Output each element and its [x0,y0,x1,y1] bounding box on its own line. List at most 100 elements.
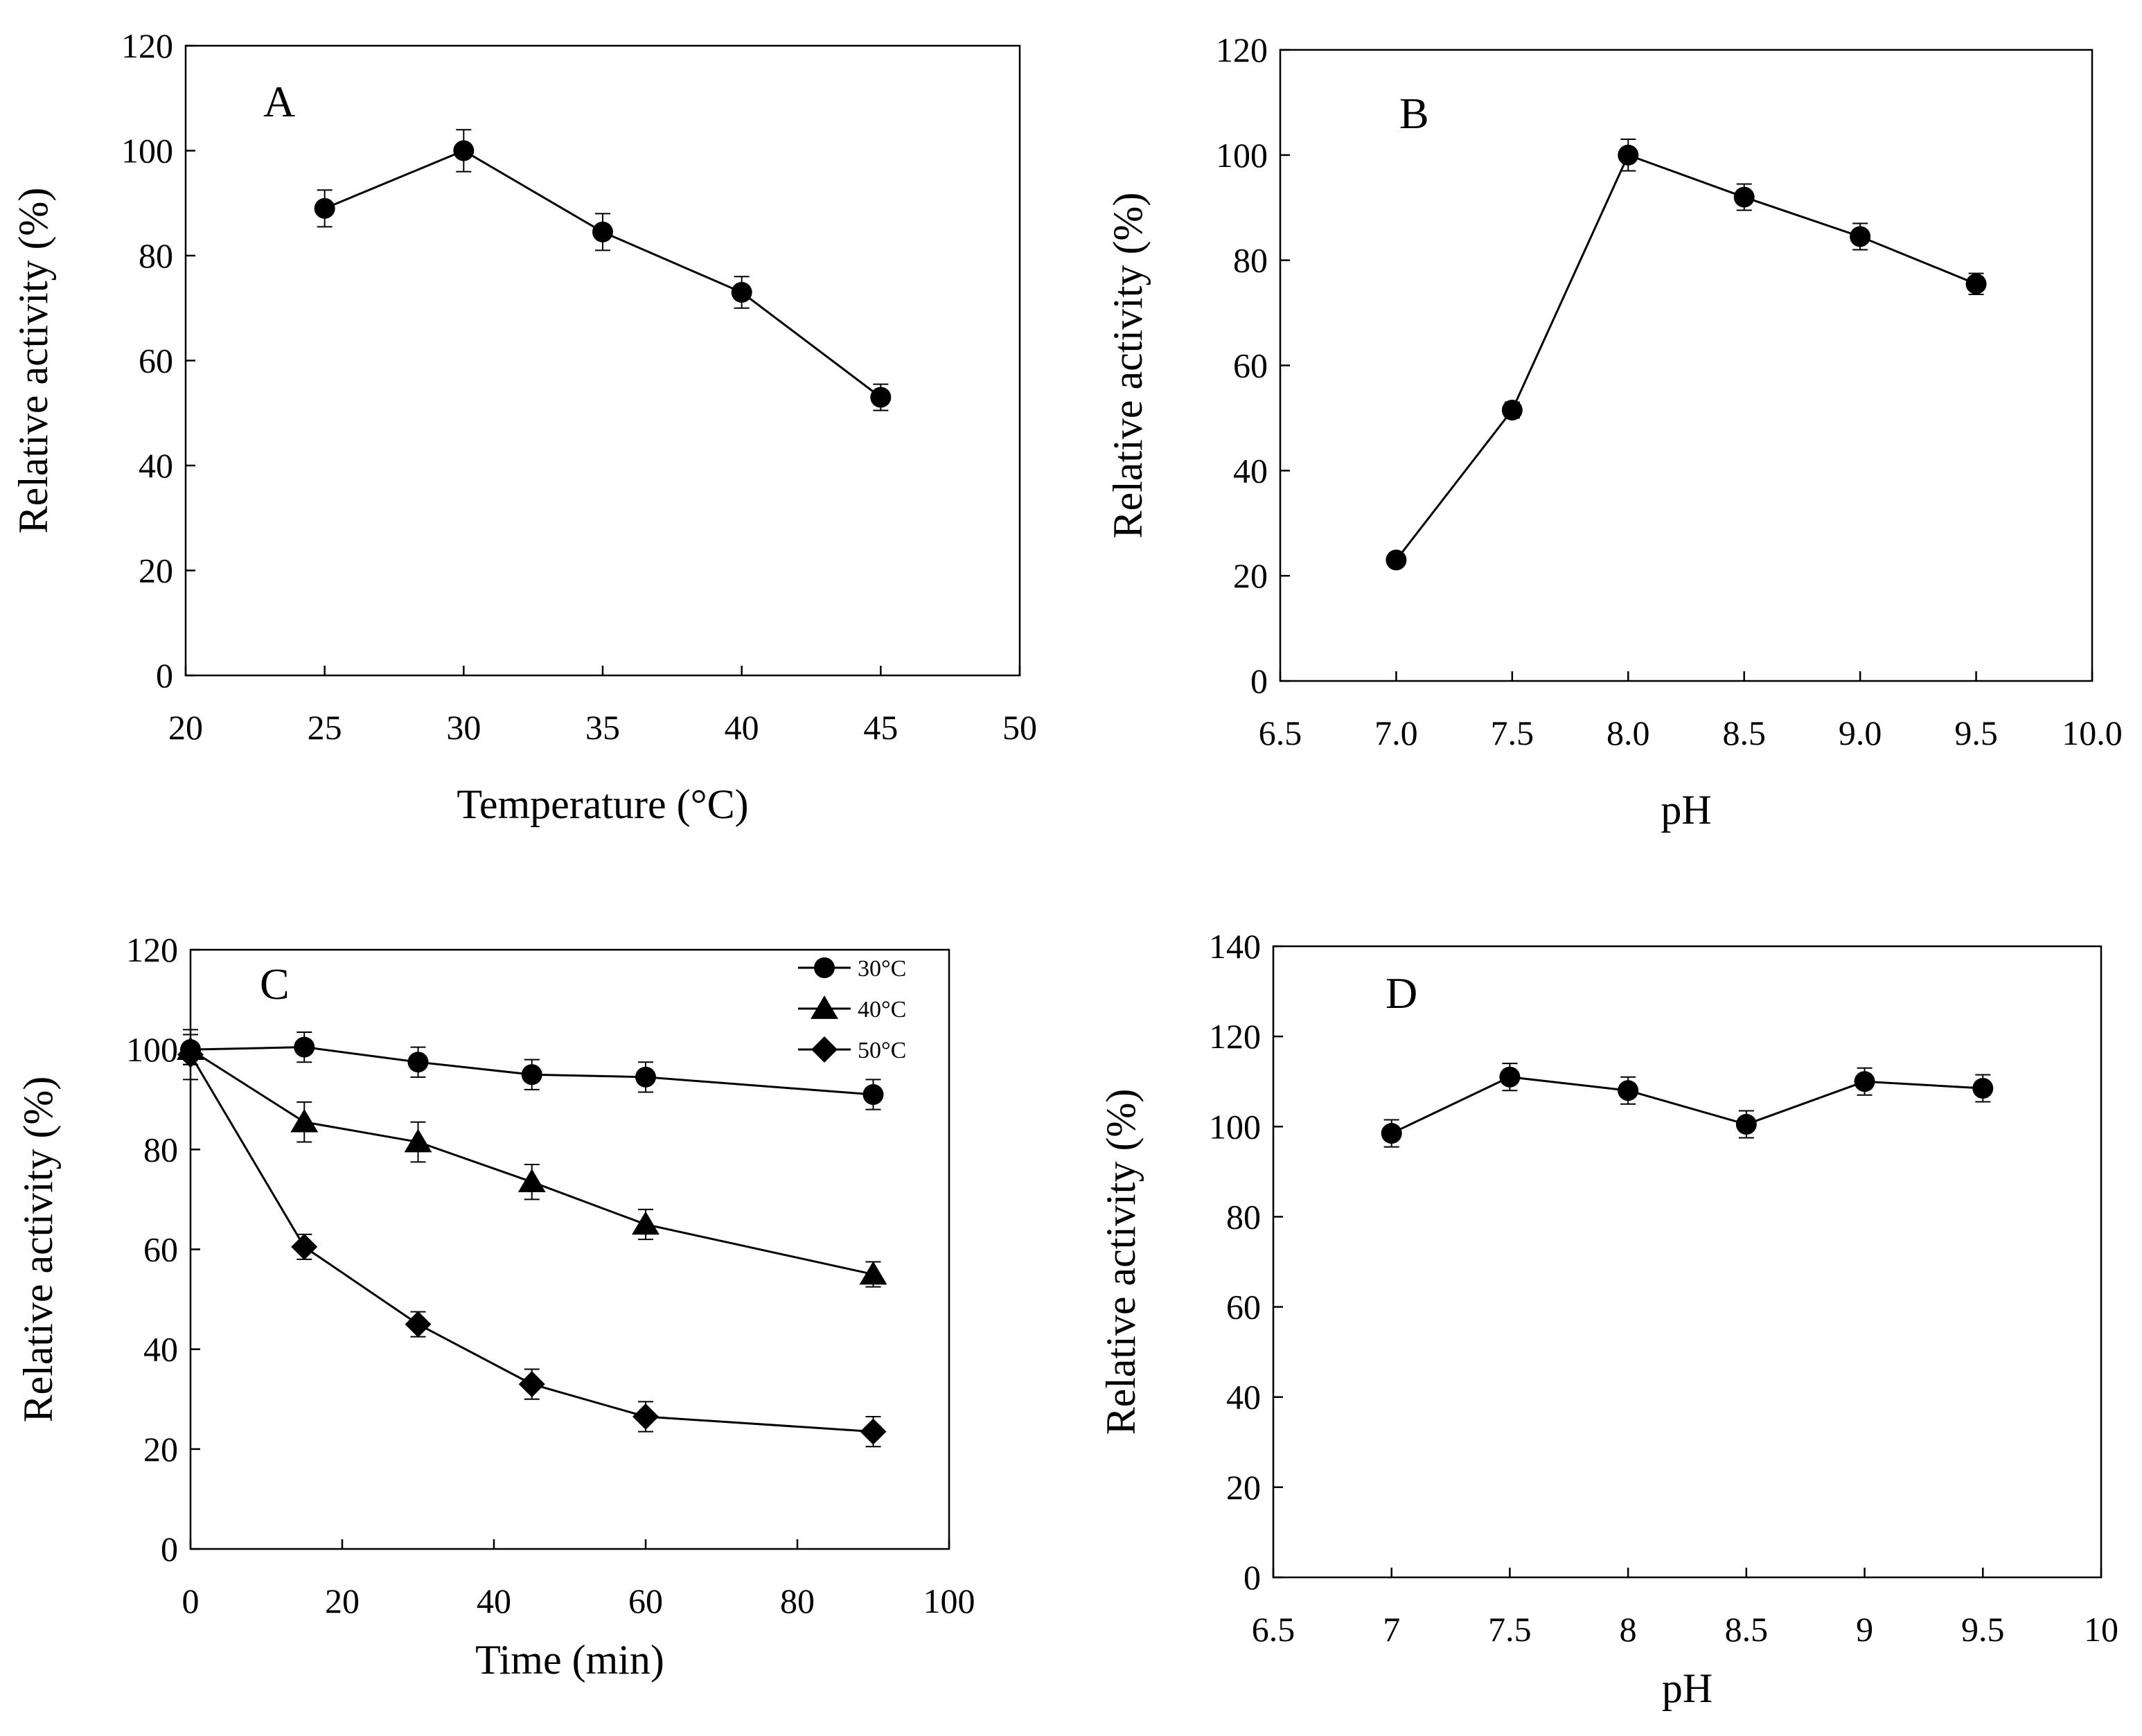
x-tick-label: 8.0 [1606,714,1650,752]
y-tick-label: 40 [143,1330,178,1369]
x-tick-label: 9.0 [1839,714,1882,752]
y-tick-label: 20 [1226,1468,1261,1507]
y-tick-label: 120 [126,930,178,969]
y-tick-label: 120 [1216,30,1268,69]
data-point [859,1261,887,1285]
x-tick-label: 6.5 [1259,714,1302,752]
y-tick-label: 0 [1243,1558,1261,1597]
plot-frame [1279,48,2094,682]
y-axis-title: Relative activity (%) [15,1077,61,1423]
x-tick-label: 25 [308,708,342,747]
x-tick-label: 10 [2084,1610,2118,1649]
legend-label: 40°C [858,997,906,1022]
data-point [1381,1123,1402,1144]
series-line [190,1048,874,1276]
panel-letter: B [1399,89,1429,138]
series-50c [177,1029,887,1448]
x-tick-label: 8.5 [1722,714,1766,752]
y-tick-label: 80 [143,1130,178,1169]
data-point [1854,1071,1875,1092]
data-point [314,197,335,219]
data-point [862,1084,884,1106]
data-point [1386,549,1407,571]
y-tick-label: 60 [1226,1288,1261,1327]
x-tick-label: 8 [1620,1610,1637,1649]
chart-panel-b: 0 20 40 60 80 100 120 6.5 7.0 7.5 8.0 8.5 9.0 9.5 10.0… [1105,30,2123,833]
x-tick-label: 100 [923,1582,975,1620]
data-point [407,1052,429,1073]
data-point [632,1403,659,1430]
x-tick-label: 40 [477,1582,511,1620]
x-tick-label: 0 [182,1582,200,1620]
chart-panel-c: 0 20 40 60 80 100 120 0 20 40 60 80 100 Time (min) Rel… [15,930,975,1683]
series-line [190,1046,874,1096]
y-tick-label: 100 [1209,1107,1261,1146]
y-tick-label: 140 [1209,927,1261,966]
series-40c [177,1034,887,1288]
x-tick-label: 20 [168,708,203,747]
x-tick-label: 20 [325,1582,360,1620]
data-point [632,1211,660,1235]
y-tick-label: 0 [156,656,173,695]
y-tick-label: 20 [139,551,173,590]
series-30c [180,1031,884,1110]
data-point [517,1169,546,1193]
data-point [518,1371,545,1398]
series-activity [1386,139,1987,571]
series-line [189,1054,874,1433]
y-tick-label: 0 [1250,662,1268,700]
x-tick-label: 7.5 [1488,1610,1532,1649]
y-tick-label: 40 [1226,1378,1261,1417]
data-point [1735,1114,1757,1135]
y-axis-title: Relative activity (%) [10,188,56,534]
data-point [731,282,752,303]
plot-frame [1272,945,2103,1579]
x-tick-label: 80 [780,1582,815,1620]
x-tick-label: 30 [446,708,481,747]
legend-marker [814,957,835,978]
data-point [521,1064,542,1086]
legend-label: 30°C [858,956,906,982]
data-point [294,1036,315,1058]
x-tick-label: 8.5 [1725,1610,1769,1649]
data-point [177,1041,204,1068]
y-tick-label: 60 [1233,346,1268,385]
panel-letter: A [263,77,295,126]
data-point [635,1066,656,1088]
data-point [1965,273,1987,294]
y-tick-label: 100 [1216,136,1268,175]
x-tick-label: 40 [725,708,759,747]
series-line [324,149,882,398]
series-line [1391,1076,1983,1135]
legend-marker [811,995,838,1019]
y-tick-label: 0 [161,1530,178,1568]
y-tick-label: 120 [1209,1017,1261,1056]
data-point [592,221,613,242]
y-tick-label: 120 [121,26,173,65]
x-tick-label: 7.0 [1374,714,1418,752]
data-point [1499,1066,1521,1088]
data-point [860,1418,887,1445]
panel-letter: D [1386,968,1417,1018]
x-tick-label: 45 [863,708,898,747]
data-point [1618,1080,1639,1101]
y-tick-label: 80 [1233,241,1268,280]
legend: 30°C 40°C 50°C [798,956,906,1063]
y-tick-label: 20 [1233,556,1268,595]
data-point [405,1311,432,1338]
y-tick-label: 40 [1233,451,1268,490]
data-point [1618,144,1639,166]
series-activity [314,129,892,411]
y-axis-title: Relative activity (%) [1098,1089,1144,1435]
data-point [404,1128,432,1153]
x-tick-label: 9 [1856,1610,1873,1649]
x-axis-title: Temperature (°C) [457,781,748,827]
y-tick-label: 80 [1226,1197,1261,1236]
x-tick-label: 35 [585,708,620,747]
chart-panel-d: 0 20 40 60 80 100 120 140 6.5 7 7.5 8 8.5 9 9.5 10 pH Rel… [1098,927,2118,1711]
x-tick-label: 10.0 [2062,714,2123,752]
x-tick-label: 60 [628,1582,663,1620]
y-tick-label: 100 [126,1030,178,1069]
x-axis-title: pH [1662,1665,1712,1711]
